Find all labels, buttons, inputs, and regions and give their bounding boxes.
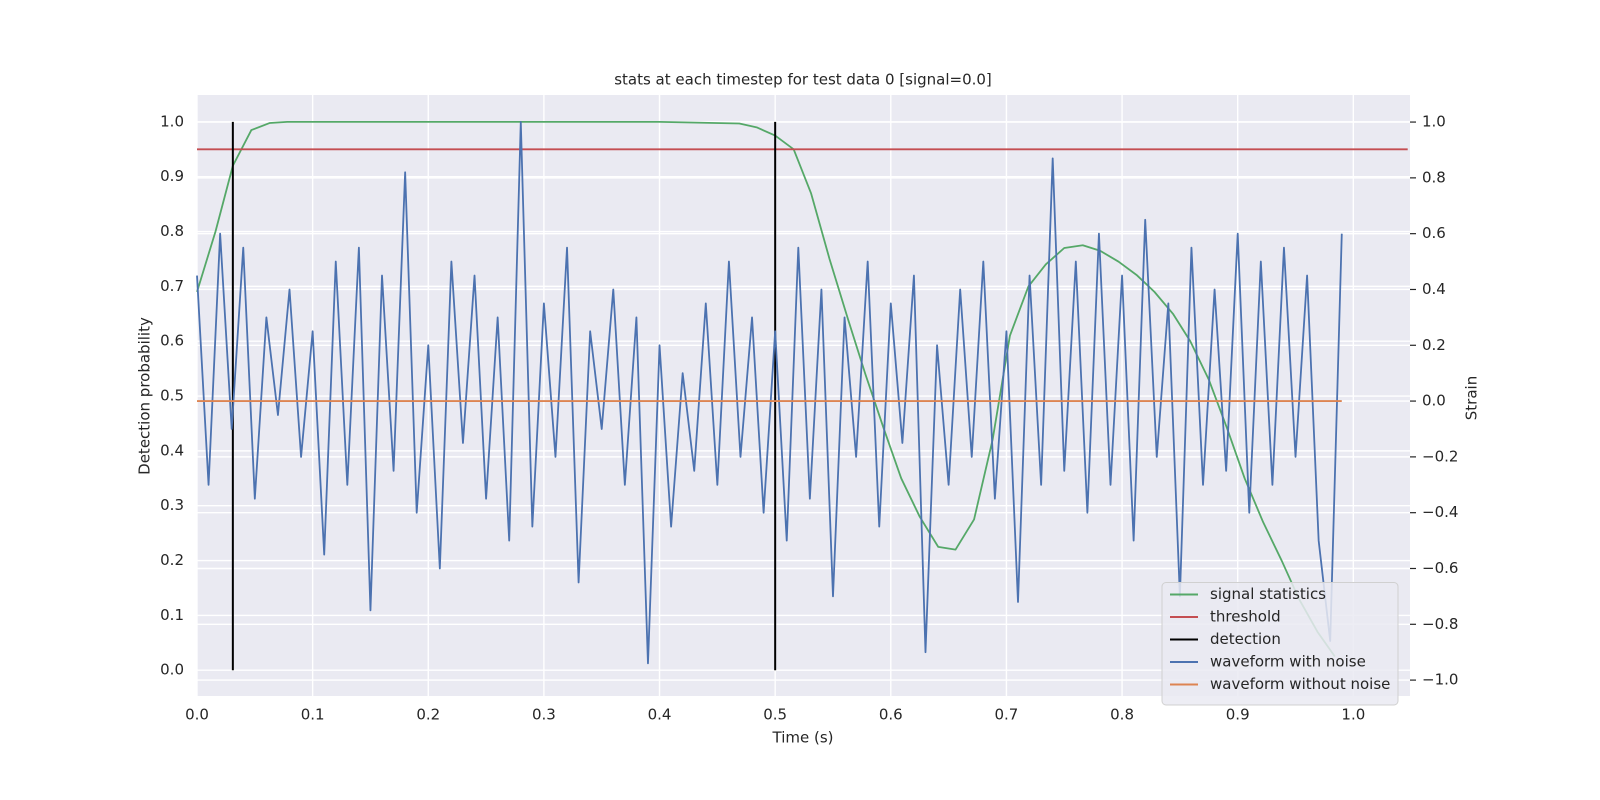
x-tick-label: 0.5 (763, 706, 787, 724)
y2-tick-label: 0.0 (1422, 392, 1446, 410)
legend-label: waveform without noise (1210, 675, 1390, 693)
x-tick-label: 0.6 (879, 706, 903, 724)
y-tick-label: 1.0 (160, 112, 184, 130)
y-tick-label: 0.1 (160, 606, 184, 624)
legend-label: signal statistics (1210, 585, 1326, 603)
legend-box (1161, 582, 1399, 706)
x-tick-label: 0.9 (1226, 706, 1250, 724)
x-tick-label: 0.3 (532, 706, 556, 724)
chart-title: stats at each timestep for test data 0 [… (614, 71, 992, 89)
series-line (196, 121, 1343, 665)
y2-tick-label: 1.0 (1422, 113, 1446, 131)
series-line (196, 120, 1336, 658)
y-axis-label: Detection probability (136, 317, 154, 475)
y2-tick-label: 0.8 (1422, 168, 1446, 186)
x-tick-label: 0.4 (648, 706, 672, 724)
x-tick-label: 0.2 (416, 706, 440, 724)
y-tick-label: 0.4 (160, 441, 184, 459)
x-axis-label: Time (s) (772, 729, 834, 747)
x-tick-label: 0.1 (301, 706, 325, 724)
y-tick-label: 0.3 (160, 496, 184, 514)
marks (196, 120, 1408, 671)
y2-tick-label: 0.2 (1422, 336, 1446, 354)
y2-tick-label: 0.6 (1422, 224, 1446, 242)
y2-tick-label: −0.4 (1422, 503, 1458, 521)
y2-tick-label: −0.2 (1422, 447, 1458, 465)
y-tick-label: 0.0 (160, 661, 184, 679)
legend-label: threshold (1210, 608, 1281, 626)
y2-tick-label: 0.4 (1422, 280, 1446, 298)
y-tick-label: 0.6 (160, 332, 184, 350)
y-tick-label: 0.9 (160, 167, 184, 185)
y-tick-label: 0.8 (160, 222, 184, 240)
y-tick-label: 0.2 (160, 551, 184, 569)
legend-label: detection (1210, 630, 1281, 648)
y2-tick-label: −1.0 (1422, 671, 1458, 689)
x-tick-label: 1.0 (1341, 706, 1365, 724)
x-tick-label: 0.7 (995, 706, 1019, 724)
x-tick-label: 0.0 (185, 706, 209, 724)
y2-tick-label: −0.6 (1422, 559, 1458, 577)
x-tick-label: 0.8 (1110, 706, 1134, 724)
legend-label: waveform with noise (1210, 653, 1366, 671)
legend: signal statistics threshold detection wavef… (1161, 582, 1399, 706)
y2-tick-label: −0.8 (1422, 615, 1458, 633)
y-tick-label: 0.7 (160, 277, 184, 295)
y2-axis-label: Strain (1463, 376, 1481, 420)
y-tick-label: 0.5 (160, 387, 184, 405)
